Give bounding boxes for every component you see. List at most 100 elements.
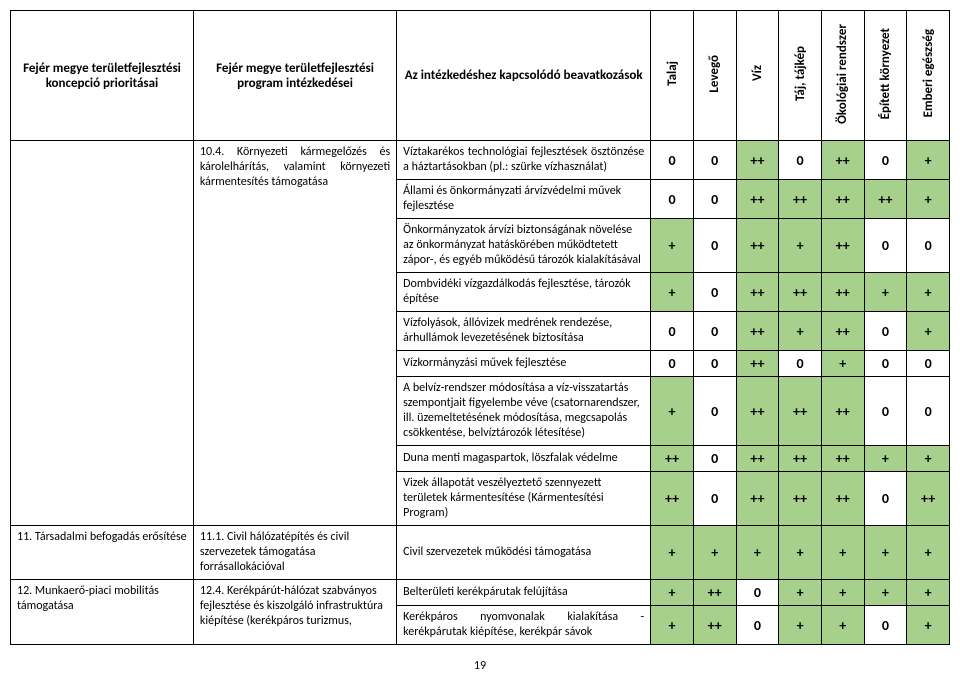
score-cell: ++ [693, 606, 736, 645]
score-cell: + [779, 606, 822, 645]
priority-cell: 12. Munkaerő-piaci mobilitás támogatása [11, 580, 194, 645]
score-cell: + [907, 606, 950, 645]
score-cell: ++ [736, 219, 779, 273]
score-cell: 0 [693, 351, 736, 377]
score-cell: + [907, 312, 950, 351]
score-cell: ++ [736, 472, 779, 526]
score-cell: 0 [693, 219, 736, 273]
score-cell: 0 [864, 312, 907, 351]
intervention-cell: Víztakarékos technológiai fejlesztések ö… [397, 141, 651, 180]
score-cell: 0 [693, 472, 736, 526]
intervention-cell: Dombvidéki vízgazdálkodás fejlesztése, t… [397, 273, 651, 312]
table-row: 10.4. Környezeti kármegelőzés és károlel… [11, 141, 950, 180]
score-cell: + [907, 580, 950, 606]
score-cell: + [821, 580, 864, 606]
score-cell: ++ [821, 446, 864, 472]
score-cell: ++ [821, 312, 864, 351]
score-cell: + [907, 180, 950, 219]
score-cell: 0 [779, 141, 822, 180]
measure-cell: 12.4. Kerékpárút-hálózat szabványos fejl… [193, 580, 396, 645]
score-cell: ++ [821, 273, 864, 312]
score-cell: + [736, 526, 779, 580]
score-cell: ++ [651, 472, 694, 526]
header-water: Víz [736, 11, 779, 141]
score-cell: + [907, 526, 950, 580]
header-air: Levegő [693, 11, 736, 141]
score-cell: ++ [779, 377, 822, 446]
score-cell: ++ [779, 180, 822, 219]
score-cell: ++ [779, 446, 822, 472]
header-built-env: Épített környezet [864, 11, 907, 141]
header-landscape: Táj, tájkép [779, 11, 822, 141]
intervention-cell: Vízfolyások, állóvizek medrének rendezés… [397, 312, 651, 351]
score-cell: 0 [736, 580, 779, 606]
score-cell: + [864, 526, 907, 580]
score-cell: + [651, 219, 694, 273]
score-cell: + [651, 377, 694, 446]
score-cell: 0 [736, 606, 779, 645]
score-cell: ++ [736, 446, 779, 472]
score-cell: ++ [864, 180, 907, 219]
score-cell: + [821, 351, 864, 377]
header-interventions: Az intézkedéshez kapcsolódó beavatkozáso… [397, 11, 651, 141]
score-cell: 0 [651, 312, 694, 351]
score-cell: + [779, 312, 822, 351]
score-cell: 0 [693, 141, 736, 180]
header-priorities: Fejér megye területfejlesztési koncepció… [11, 11, 194, 141]
table-row: 11. Társadalmi befogadás erősítése11.1. … [11, 526, 950, 580]
score-cell: + [907, 141, 950, 180]
intervention-cell: Belterületi kerékpárutak felújítása [397, 580, 651, 606]
score-cell: 0 [864, 141, 907, 180]
header-soil: Talaj [651, 11, 694, 141]
table-header: Fejér megye területfejlesztési koncepció… [11, 11, 950, 141]
score-cell: + [779, 580, 822, 606]
table-body: 10.4. Környezeti kármegelőzés és károlel… [11, 141, 950, 645]
score-cell: ++ [736, 312, 779, 351]
score-cell: ++ [736, 141, 779, 180]
score-cell: ++ [821, 219, 864, 273]
score-cell: ++ [779, 273, 822, 312]
score-cell: + [693, 526, 736, 580]
intervention-cell: A belvíz-rendszer módosítása a víz-vissz… [397, 377, 651, 446]
measure-cell: 11.1. Civil hálózatépítés és civil szerv… [193, 526, 396, 580]
score-cell: ++ [736, 377, 779, 446]
priority-cell: 11. Társadalmi befogadás erősítése [11, 526, 194, 580]
score-cell: 0 [779, 351, 822, 377]
score-cell: + [907, 446, 950, 472]
score-cell: ++ [821, 141, 864, 180]
impact-matrix-table: Fejér megye területfejlesztési koncepció… [10, 10, 950, 645]
score-cell: + [821, 606, 864, 645]
score-cell: 0 [693, 273, 736, 312]
score-cell: 0 [651, 351, 694, 377]
intervention-cell: Állami és önkormányzati árvízvédelmi műv… [397, 180, 651, 219]
score-cell: 0 [651, 180, 694, 219]
score-cell: ++ [693, 580, 736, 606]
score-cell: + [651, 606, 694, 645]
intervention-cell: Duna menti magaspartok, löszfalak védelm… [397, 446, 651, 472]
score-cell: 0 [864, 219, 907, 273]
intervention-cell: Kerékpáros nyomvonalak kialakítása - ker… [397, 606, 651, 645]
score-cell: 0 [864, 377, 907, 446]
score-cell: + [864, 446, 907, 472]
intervention-cell: Vizek állapotát veszélyeztető szennyezet… [397, 472, 651, 526]
score-cell: + [779, 219, 822, 273]
score-cell: 0 [651, 141, 694, 180]
intervention-cell: Civil szervezetek működési támogatása [397, 526, 651, 580]
score-cell: 0 [864, 606, 907, 645]
score-cell: + [864, 580, 907, 606]
score-cell: ++ [736, 273, 779, 312]
score-cell: + [651, 273, 694, 312]
score-cell: + [651, 526, 694, 580]
score-cell: ++ [821, 377, 864, 446]
score-cell: 0 [907, 351, 950, 377]
priority-cell [11, 141, 194, 526]
page-number: 19 [10, 659, 950, 673]
score-cell: + [651, 580, 694, 606]
score-cell: ++ [779, 472, 822, 526]
score-cell: 0 [693, 312, 736, 351]
header-measures: Fejér megye területfejlesztési program i… [193, 11, 396, 141]
score-cell: + [864, 273, 907, 312]
score-cell: + [779, 526, 822, 580]
measure-cell: 10.4. Környezeti kármegelőzés és károlel… [193, 141, 396, 526]
score-cell: ++ [736, 351, 779, 377]
